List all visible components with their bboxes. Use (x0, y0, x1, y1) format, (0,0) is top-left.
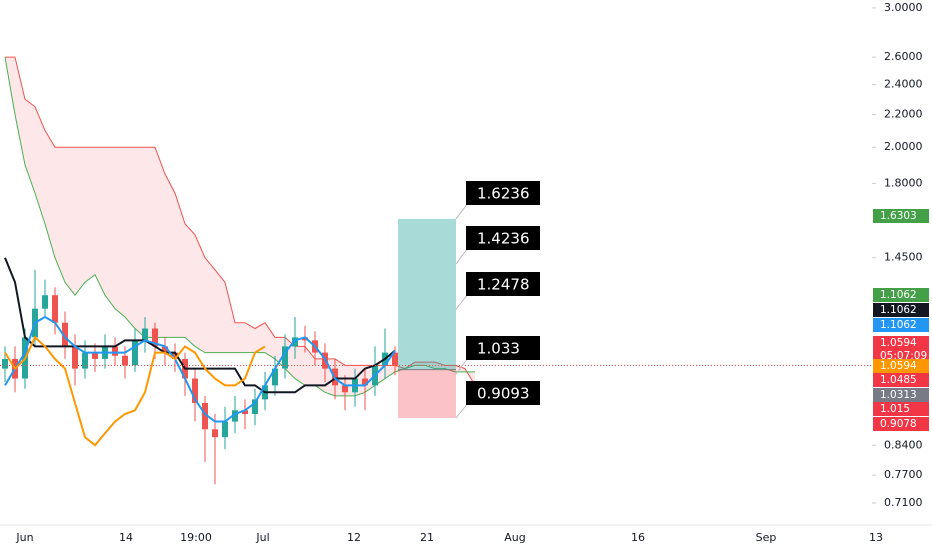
candle-body (142, 328, 148, 341)
candle-body (172, 352, 178, 359)
y-tick-label: 0.8400 (884, 438, 923, 451)
price-badge (873, 373, 929, 387)
price-badge-label: 1.1062 (880, 304, 917, 316)
callout-connector (455, 357, 469, 375)
candle-body (272, 368, 278, 386)
callout-label: 1.4236 (477, 230, 530, 248)
candle-body (62, 322, 68, 347)
callout-label: 1.6236 (477, 185, 530, 203)
callout-box (466, 381, 540, 405)
y-tick-label: 0.7700 (884, 468, 923, 481)
y-tick-label: 2.4000 (884, 78, 923, 91)
y-tick-label: 0.7100 (884, 496, 923, 509)
price-badge (873, 402, 929, 416)
price-badge-label: 1.1062 (880, 319, 917, 331)
price-badge-label: 1.1062 (880, 289, 917, 301)
candle-body (232, 410, 238, 422)
x-tick-label: 13 (869, 531, 883, 544)
candle-body (122, 355, 128, 366)
y-tick-label: 1.4500 (884, 251, 923, 264)
candle-body (82, 352, 88, 369)
callout-box (466, 226, 540, 250)
candle-body (192, 378, 198, 403)
candle-body (222, 421, 228, 438)
x-tick-label: Aug (504, 531, 525, 544)
callout-box (466, 272, 540, 296)
candle-body (42, 295, 48, 309)
candle-body (242, 410, 248, 415)
y-tick-label: 3.0000 (884, 1, 923, 14)
y-tick-label: 2.6000 (884, 50, 923, 63)
y-tick-label: 2.2000 (884, 107, 923, 120)
price-badge (873, 359, 929, 373)
price-badge-label: 1.6303 (880, 210, 917, 222)
x-tick-label: 12 (347, 531, 361, 544)
callout-box (466, 336, 540, 360)
price-badge-label: 0.9078 (880, 418, 917, 430)
callout-connector (455, 202, 469, 220)
price-badge-label: 1.015 (880, 403, 910, 415)
price-badge-label: 1.0485 (880, 374, 917, 386)
price-badge-label: 1.0313 (880, 389, 917, 401)
x-tick-label: 14 (119, 531, 133, 544)
price-badge-label: 1.0594 (880, 337, 917, 349)
candle-body (72, 346, 78, 369)
x-tick-label: Sep (756, 531, 777, 544)
candle-body (302, 337, 308, 341)
candle-body (92, 352, 98, 359)
y-tick-label: 1.8000 (884, 176, 923, 189)
candle-body (212, 429, 218, 438)
position-stop (398, 369, 456, 419)
price-badge-label: 1.0594 (880, 360, 917, 372)
candle-body (392, 352, 398, 366)
candle-body (342, 385, 348, 393)
x-tick-label: Jul (255, 531, 269, 544)
position-target (398, 218, 456, 370)
candle-body (132, 340, 138, 366)
price-badge (873, 417, 929, 431)
candle-body (52, 295, 58, 323)
price-badge (873, 388, 929, 402)
candle-body (252, 399, 258, 415)
callout-label: 1.2478 (477, 276, 530, 294)
x-tick-label: Jun (15, 531, 33, 544)
price-badge (873, 288, 929, 302)
price-badge (873, 209, 929, 223)
indicator-line (4, 257, 396, 394)
candle-body (112, 346, 118, 356)
candle-body (282, 346, 288, 369)
price-badge (873, 318, 929, 332)
callout-connector (455, 402, 469, 419)
price-badge (873, 303, 929, 317)
callout-label: 1.033 (477, 340, 520, 358)
candle-body (362, 378, 368, 386)
candle-body (162, 346, 168, 353)
y-tick-label: 2.0000 (884, 140, 923, 153)
callout-label: 0.9093 (477, 385, 530, 403)
x-tick-label: 21 (420, 531, 434, 544)
callout-connector (455, 293, 469, 310)
candle-body (202, 402, 208, 430)
x-tick-label: 19:00 (180, 531, 212, 544)
indicator-line (4, 315, 396, 423)
callout-box (466, 181, 540, 205)
cloud-lower (4, 57, 475, 397)
indicator-line (4, 335, 266, 447)
callout-connector (455, 247, 469, 265)
price-badge (873, 336, 929, 362)
x-tick-label: 16 (631, 531, 645, 544)
candle-body (152, 328, 158, 347)
cloud-fill (5, 57, 475, 396)
candle-body (2, 358, 8, 369)
